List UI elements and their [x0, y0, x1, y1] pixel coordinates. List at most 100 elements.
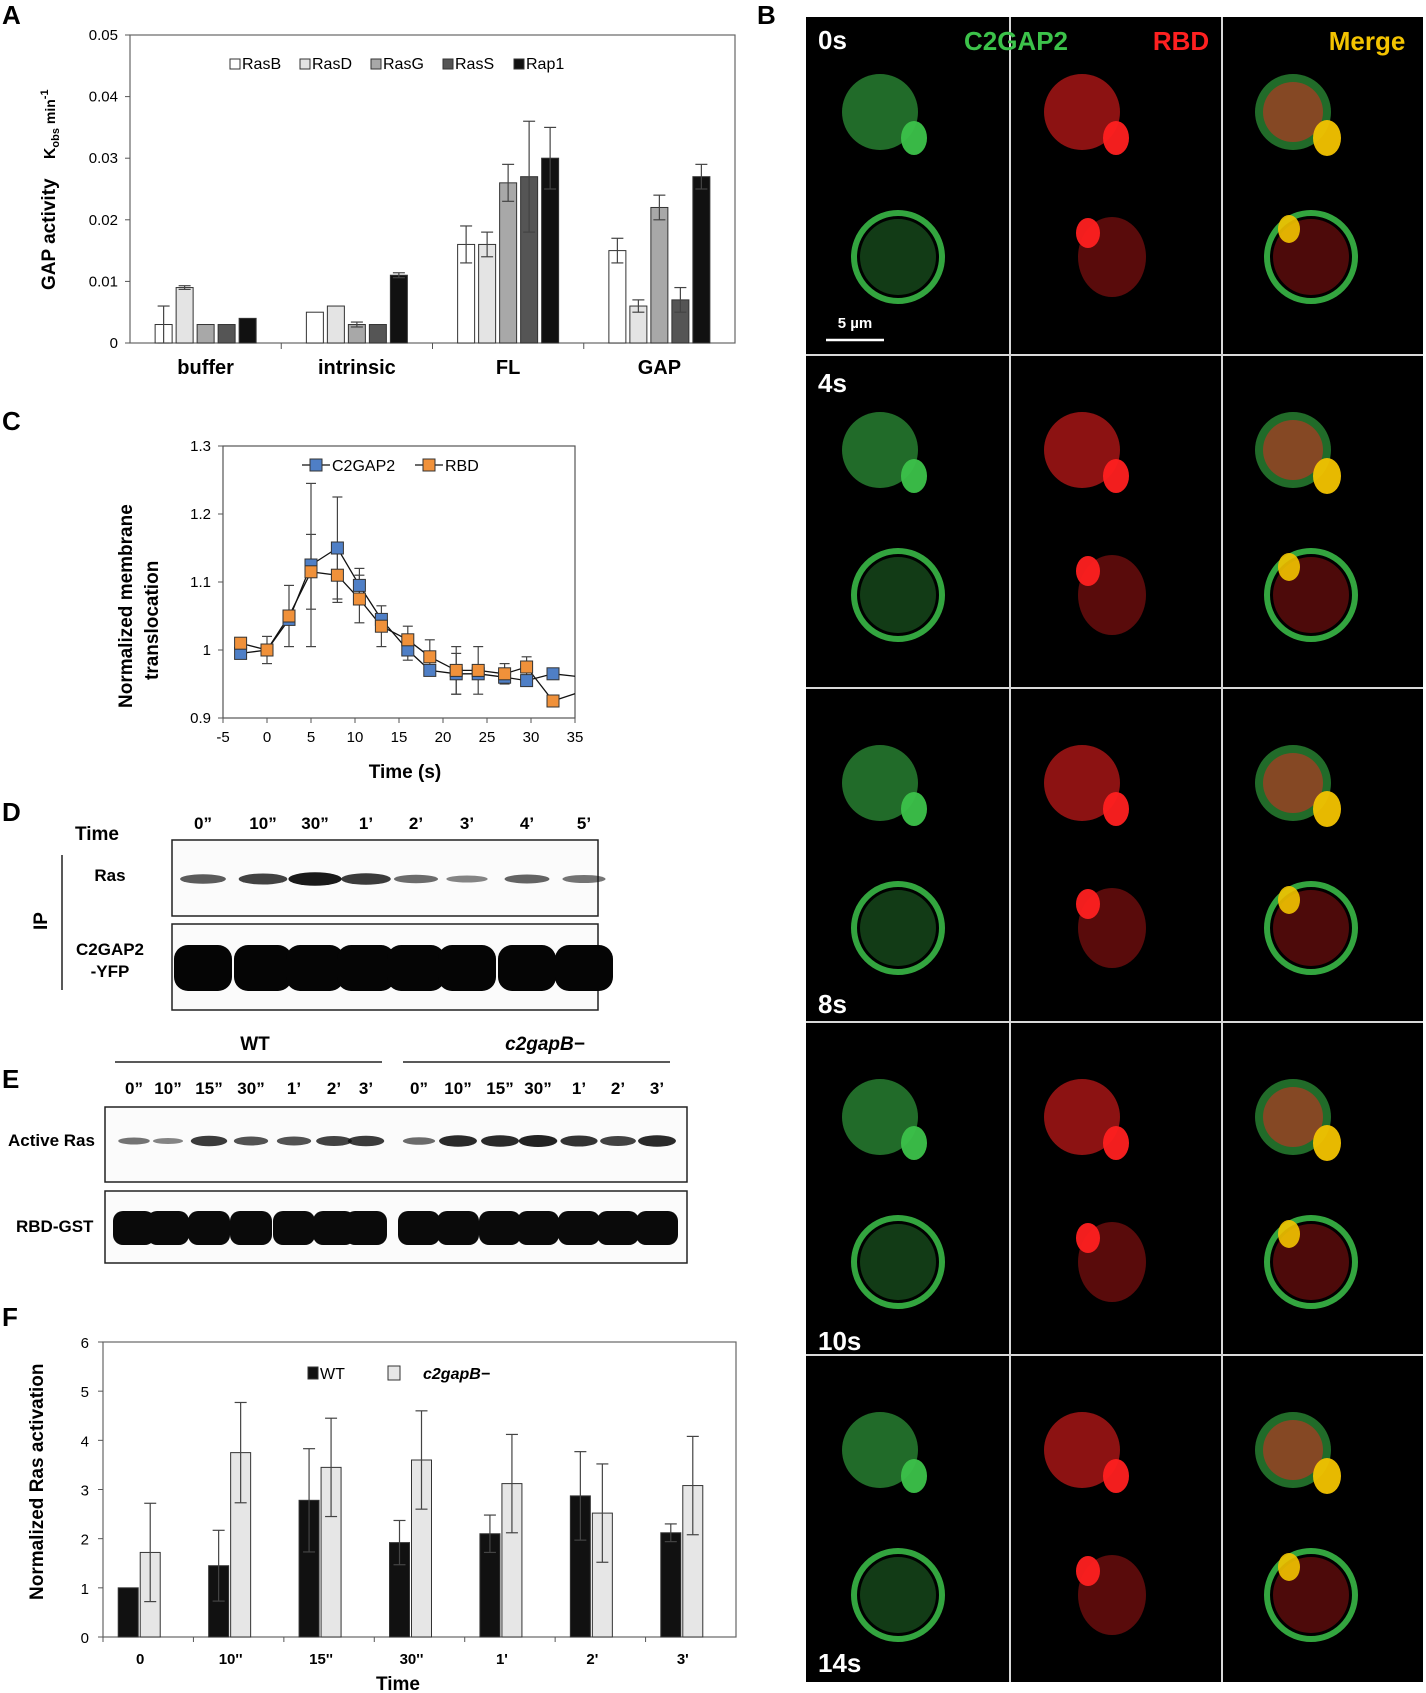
data-marker — [449, 663, 463, 677]
c2gap2-band — [174, 945, 232, 991]
data-marker — [352, 592, 366, 606]
data-marker — [423, 663, 437, 677]
y-tick-label: 6 — [81, 1335, 89, 1352]
c2gap2-row-label-1: C2GAP2 — [76, 940, 144, 959]
time-label: 5’ — [577, 814, 591, 833]
active-ras-pulldown-blot: WT c2gapB− 0” 10” 15” 30” 1’ 2’ 3’ 0” 10” 15” 30” 1… — [8, 1034, 688, 1264]
ras-band — [238, 873, 288, 885]
c2gap2-band — [234, 945, 292, 991]
cell-leading-edge — [1103, 459, 1129, 493]
time-label: 3’ — [359, 1079, 373, 1098]
x-category-label: buffer — [177, 357, 234, 379]
cell-leading-edge — [1076, 218, 1100, 248]
axis-ticks: -5 0 5 10 15 20 25 30 35 0.9 1 1.1 1.2 1.3 — [190, 438, 583, 746]
gap-activity-chart: 0 0.01 0.02 0.03 0.04 0.05 buffer intrinsic FL G… — [39, 27, 736, 379]
panel-label-b: B — [757, 0, 776, 30]
cell-body — [842, 412, 918, 488]
y-tick-label: 1.2 — [190, 506, 211, 523]
cell-leading-edge — [1103, 1459, 1129, 1493]
y-tick-label: 0.03 — [89, 150, 118, 167]
rbd-gst-band — [230, 1211, 272, 1245]
merge-hotspot — [1278, 1220, 1300, 1248]
legend-label: RasS — [455, 56, 494, 73]
panel-grid-lines — [806, 17, 1423, 1682]
merge-hotspot — [1313, 1125, 1341, 1161]
time-label: 2’ — [611, 1079, 625, 1098]
ras-row-label: Ras — [94, 866, 125, 885]
active-ras-band — [481, 1135, 519, 1147]
x-axis-label: Time (s) — [369, 762, 442, 783]
legend-swatch — [513, 58, 525, 70]
merge-cell — [1255, 74, 1331, 150]
legend: WT c2gapB− — [307, 1365, 490, 1383]
time-label: 30” — [301, 814, 328, 833]
microscopy-panel: C2GAP2 RBD Merge 0s 4s 8s 10s 14s 5 µm — [806, 17, 1423, 1682]
bar-series: buffer intrinsic FL GAP — [154, 120, 711, 379]
active-ras-band — [190, 1135, 228, 1147]
y-tick-label: 0.05 — [89, 27, 118, 44]
legend-label: Rap1 — [526, 56, 564, 73]
x-category-label: GAP — [638, 357, 681, 379]
time-label: 10” — [444, 1079, 471, 1098]
data-marker — [520, 674, 534, 688]
data-marker — [374, 619, 388, 633]
time-label: 1’ — [572, 1079, 586, 1098]
x-category-label: 1' — [496, 1651, 508, 1668]
ras-band — [341, 873, 391, 885]
legend-label: WT — [320, 1366, 345, 1383]
active-ras-band — [638, 1135, 676, 1147]
legend-swatch — [229, 58, 241, 70]
x-tick-label: 15 — [391, 729, 408, 746]
active-ras-band — [560, 1135, 598, 1147]
rbd-gst-band — [313, 1211, 355, 1245]
bar — [389, 274, 408, 344]
legend-label: RBD — [445, 458, 479, 475]
active-ras-band — [233, 1136, 269, 1146]
bar — [660, 1532, 682, 1638]
cell-leading-edge — [1103, 1126, 1129, 1160]
y-tick-label: 0.01 — [89, 273, 118, 290]
bar — [478, 243, 497, 344]
y-axis-label: Normalized Ras activation — [27, 1363, 48, 1600]
membrane-translocation-chart: -5 0 5 10 15 20 25 30 350.911.11.21.3 C2GAP2 RBD … — [116, 438, 583, 783]
y-tick-label: 1.3 — [190, 438, 211, 455]
rbd-gst-row-label: RBD-GST — [16, 1217, 94, 1236]
time-label: 2’ — [327, 1079, 341, 1098]
time-label-8s: 8s — [818, 989, 847, 1019]
time-label: 15” — [195, 1079, 222, 1098]
c2gapb-group-label: c2gapB− — [505, 1034, 585, 1055]
c2gap2-band — [337, 945, 395, 991]
y-axis-label-line2: translocation — [142, 561, 163, 680]
cell-body — [860, 219, 936, 295]
y-tick-label: 5 — [81, 1384, 89, 1401]
cell-body — [1044, 745, 1120, 821]
time-label-4s: 4s — [818, 368, 847, 398]
cell-body — [860, 890, 936, 966]
data-marker — [401, 633, 415, 647]
c2gap2-band — [555, 945, 613, 991]
x-category-label: FL — [496, 357, 520, 379]
time-label: 30” — [524, 1079, 551, 1098]
legend: C2GAP2 RBD — [302, 458, 479, 475]
x-tick-label: 10 — [347, 729, 364, 746]
bar — [608, 250, 627, 344]
bar — [196, 324, 215, 344]
cell-body — [860, 1224, 936, 1300]
merge-cell — [1255, 1412, 1331, 1488]
active-ras-blot-strip — [104, 1106, 688, 1183]
merge-hotspot — [1313, 791, 1341, 827]
bar — [499, 182, 518, 344]
y-tick-label: 1 — [81, 1581, 89, 1598]
rbd-gst-band — [597, 1211, 639, 1245]
y-tick-label: 0.04 — [89, 89, 118, 106]
active-ras-band — [402, 1137, 436, 1145]
merge-cell — [1255, 412, 1331, 488]
merge-cell-overlay — [1263, 82, 1323, 142]
c2gap2-row-label-2: -YFP — [91, 962, 130, 981]
merge-cell-ring — [1264, 548, 1358, 642]
time-label: 0” — [125, 1079, 143, 1098]
legend-swatch — [442, 58, 454, 70]
blot-bands — [113, 1135, 678, 1245]
channel-header-red: RBD — [1153, 26, 1209, 56]
time-labels: 0” 10” 15” 30” 1’ 2’ 3’ 0” 10” 15” 30” 1’ 2’ 3’ — [125, 1079, 664, 1098]
